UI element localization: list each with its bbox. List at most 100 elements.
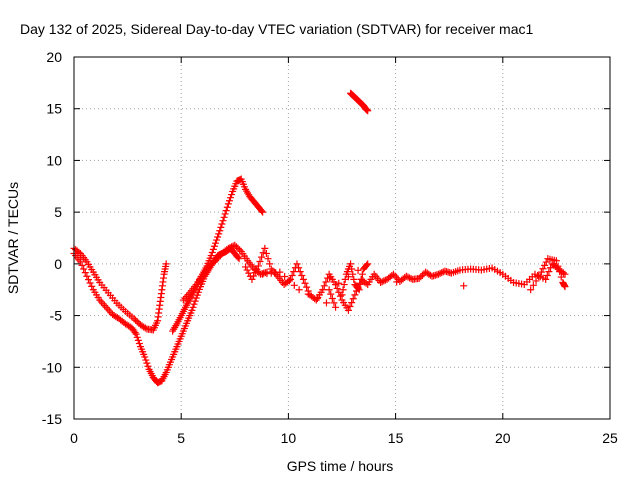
x-tick-label: 5 — [177, 430, 185, 446]
data-point — [264, 255, 272, 263]
data-point — [330, 299, 338, 307]
data-point — [364, 107, 372, 115]
data-point — [351, 291, 359, 299]
data-point — [105, 307, 113, 315]
data-point — [213, 236, 221, 244]
data-point — [543, 271, 551, 279]
data-point — [99, 300, 107, 308]
data-point — [102, 303, 110, 311]
data-point — [217, 223, 225, 231]
data-point — [336, 292, 344, 300]
data-point — [223, 203, 231, 211]
data-point — [81, 269, 89, 277]
series-lower-branch — [70, 244, 243, 387]
data-point — [290, 281, 298, 289]
data-point — [232, 243, 240, 251]
data-point — [322, 299, 330, 307]
data-point — [254, 262, 262, 270]
data-point — [380, 277, 388, 285]
data-point — [335, 279, 343, 287]
data-point — [266, 260, 274, 268]
data-point — [362, 279, 370, 287]
data-point — [304, 290, 312, 298]
data-point — [327, 290, 335, 298]
data-point — [234, 253, 242, 261]
data-point — [358, 270, 366, 278]
data-point — [220, 213, 228, 221]
data-point — [224, 244, 232, 252]
data-point — [188, 306, 196, 314]
data-point — [245, 269, 253, 277]
y-tick-label: -10 — [42, 359, 62, 375]
data-point — [527, 286, 535, 294]
data-point — [215, 230, 223, 238]
data-point — [208, 260, 216, 268]
data-point — [235, 255, 243, 263]
data-point — [406, 274, 414, 282]
data-point — [348, 265, 356, 273]
data-point — [561, 283, 569, 291]
data-point — [298, 271, 306, 279]
data-point — [532, 277, 540, 285]
y-axis-label: SDTVAR / TECUs — [5, 182, 21, 294]
data-point — [537, 268, 545, 276]
data-point — [552, 257, 560, 265]
data-point — [142, 356, 150, 364]
data-point — [75, 248, 83, 256]
data-point — [377, 278, 385, 286]
series-wide-upper-branch — [179, 241, 271, 304]
data-point — [554, 262, 562, 270]
data-point — [83, 272, 91, 280]
data-point — [207, 252, 215, 260]
data-point — [328, 295, 336, 303]
series-afternoon — [242, 244, 569, 314]
data-point — [402, 272, 410, 280]
data-point — [261, 244, 269, 252]
data-point — [347, 260, 355, 268]
data-point — [210, 242, 218, 250]
data-point — [325, 286, 333, 294]
data-point — [350, 275, 358, 283]
data-point — [141, 324, 149, 332]
data-point — [133, 333, 141, 341]
data-point — [299, 275, 307, 283]
data-point — [227, 194, 235, 202]
x-tick-label: 25 — [602, 430, 618, 446]
data-point — [313, 295, 321, 303]
data-point — [535, 273, 543, 281]
data-point — [340, 281, 348, 289]
data-point — [210, 258, 218, 266]
data-point — [219, 217, 227, 225]
data-point — [556, 268, 564, 276]
y-tick-label: -5 — [50, 308, 63, 324]
x-tick-label: 15 — [388, 430, 404, 446]
data-point — [417, 273, 425, 281]
data-point — [438, 269, 446, 277]
data-point — [236, 246, 244, 254]
grid-lines — [74, 57, 610, 419]
data-point — [141, 353, 149, 361]
data-point — [88, 282, 96, 290]
data-point — [76, 258, 84, 266]
data-point — [131, 329, 139, 337]
data-point — [545, 268, 553, 276]
data-point — [295, 286, 303, 294]
data-point — [259, 208, 267, 216]
y-tick-label: 0 — [54, 256, 62, 272]
data-point — [143, 359, 151, 367]
data-point — [542, 258, 550, 266]
x-tick-label: 10 — [281, 430, 297, 446]
data-point — [338, 291, 346, 299]
data-point — [290, 268, 298, 276]
data-point — [460, 282, 468, 290]
data-point — [287, 275, 295, 283]
data-point — [225, 197, 233, 205]
data-point — [415, 274, 423, 282]
data-point — [256, 258, 264, 266]
data-point — [303, 283, 311, 291]
data-point — [243, 266, 251, 274]
data-point — [231, 241, 239, 249]
data-point — [539, 265, 547, 273]
y-tick-label: 10 — [46, 152, 62, 168]
